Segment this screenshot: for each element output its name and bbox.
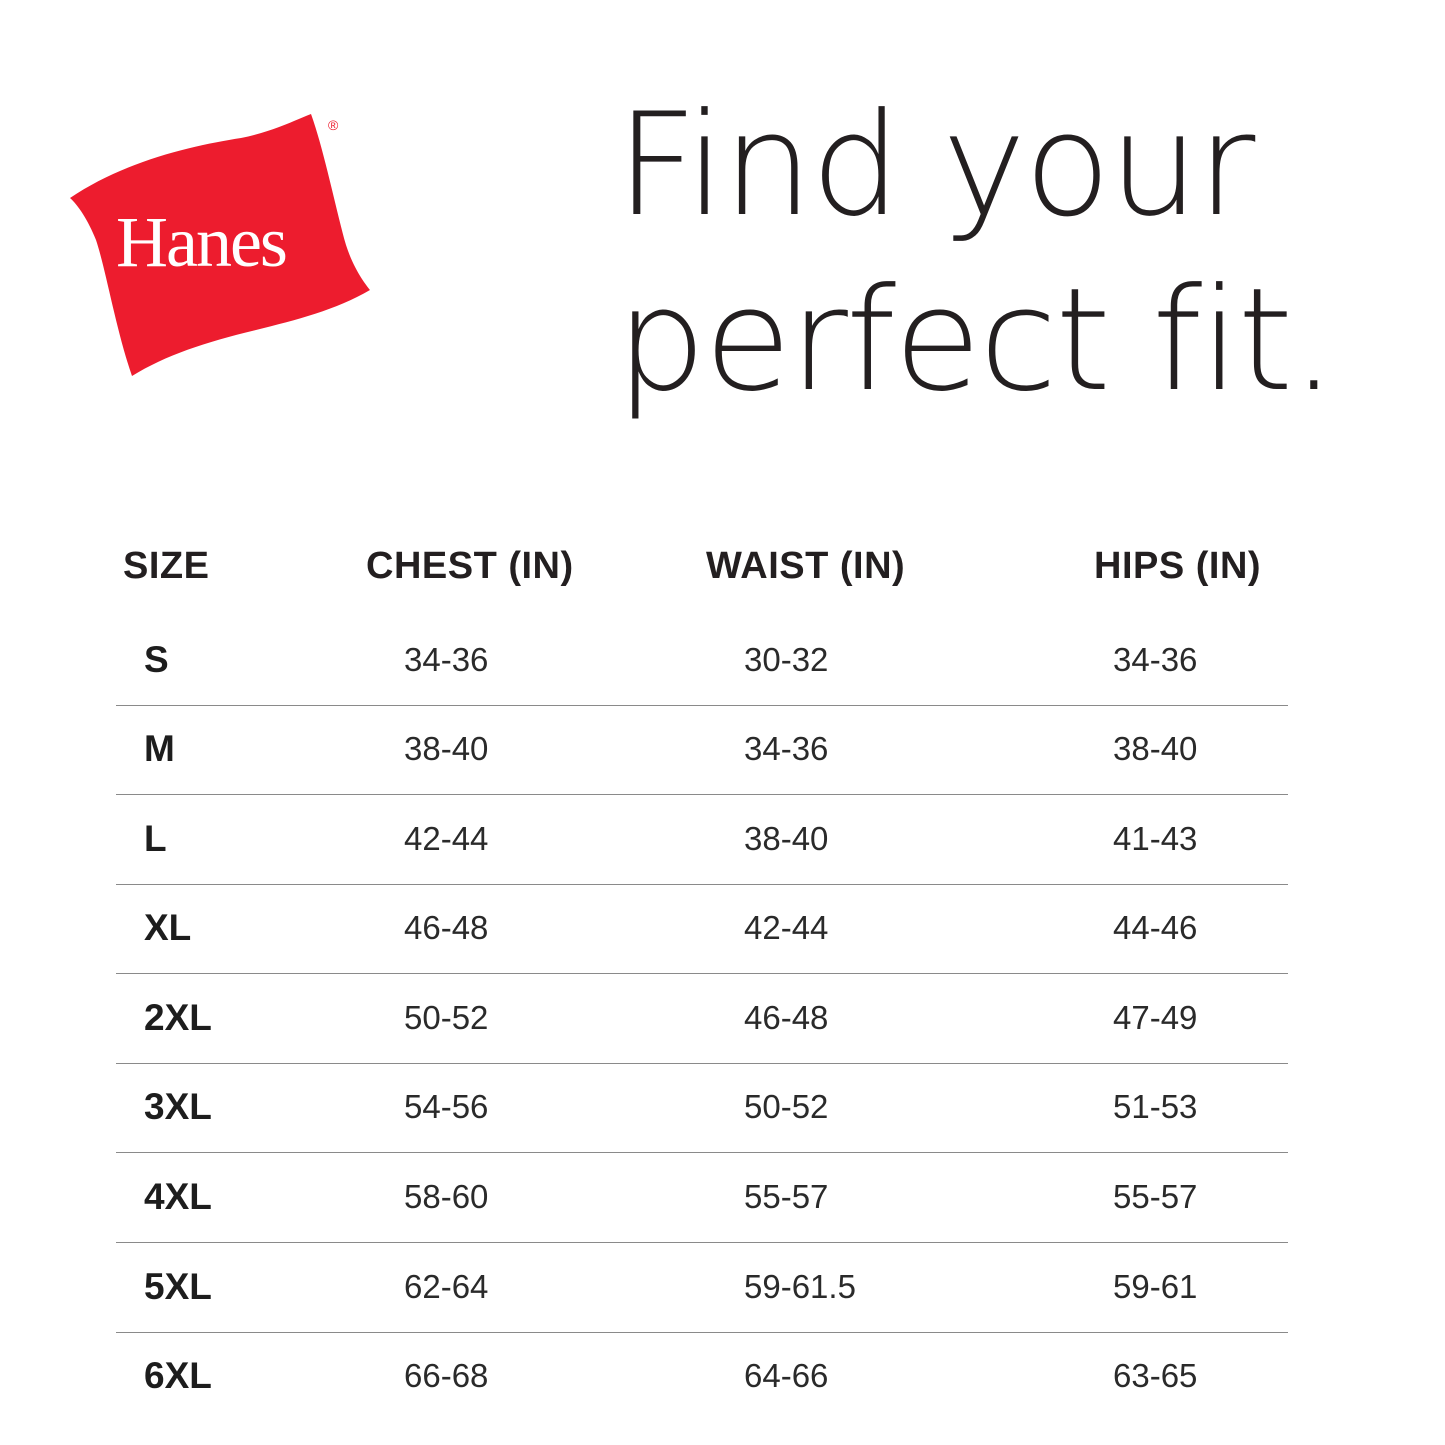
row-divider	[116, 1151, 1288, 1153]
table-row: S 34-36 30-32 34-36	[116, 617, 1288, 706]
header-hips: HIPS (IN)	[1094, 545, 1262, 587]
cell-hips: 59-61	[1113, 1268, 1198, 1305]
cell-waist: 59-61.5	[744, 1268, 856, 1305]
header-waist: WAIST (IN)	[706, 545, 906, 587]
cell-chest: 38-40	[404, 730, 489, 767]
cell-size: 5XL	[144, 1266, 212, 1307]
header-size: SIZE	[123, 545, 210, 587]
cell-size: M	[144, 728, 175, 769]
cell-chest: 62-64	[404, 1268, 489, 1305]
headline-line-1: Find your	[616, 83, 1255, 248]
cell-chest: 42-44	[404, 820, 489, 857]
cell-size: XL	[144, 907, 192, 948]
cell-hips: 41-43	[1113, 820, 1198, 857]
header-chest: CHEST (IN)	[366, 545, 574, 587]
hanes-logo: Hanes ®	[70, 114, 370, 376]
row-divider	[116, 1331, 1288, 1333]
cell-waist: 30-32	[744, 641, 829, 678]
cell-waist: 64-66	[744, 1357, 829, 1394]
row-divider	[116, 883, 1288, 885]
cell-size: 3XL	[144, 1086, 212, 1127]
registered-mark: ®	[328, 117, 339, 133]
cell-waist: 46-48	[744, 999, 829, 1036]
cell-waist: 50-52	[744, 1088, 829, 1125]
row-divider	[116, 793, 1288, 795]
row-divider	[116, 1241, 1288, 1243]
cell-hips: 63-65	[1113, 1357, 1198, 1394]
cell-size: 4XL	[144, 1176, 212, 1217]
cell-waist: 55-57	[744, 1178, 829, 1215]
cell-hips: 38-40	[1113, 730, 1198, 767]
table-row: XL 46-48 42-44 44-46	[116, 885, 1288, 974]
table-row: 5XL 62-64 59-61.5 59-61	[116, 1244, 1288, 1333]
cell-chest: 58-60	[404, 1178, 489, 1215]
cell-hips: 34-36	[1113, 641, 1198, 678]
table-row: 3XL 54-56 50-52 51-53	[116, 1064, 1288, 1153]
logo-wordmark: Hanes	[116, 202, 286, 282]
cell-size: 2XL	[144, 997, 212, 1038]
cell-hips: 55-57	[1113, 1178, 1198, 1215]
cell-hips: 51-53	[1113, 1088, 1198, 1125]
table-row: 6XL 66-68 64-66 63-65	[116, 1333, 1288, 1422]
cell-chest: 50-52	[404, 999, 489, 1036]
cell-waist: 38-40	[744, 820, 829, 857]
row-divider	[116, 704, 1288, 706]
cell-size: L	[144, 818, 167, 859]
cell-size: 6XL	[144, 1355, 212, 1396]
table-row: L 42-44 38-40 41-43	[116, 796, 1288, 885]
logo-flag	[70, 114, 370, 376]
cell-hips: 47-49	[1113, 999, 1198, 1036]
row-divider	[116, 972, 1288, 974]
cell-chest: 34-36	[404, 641, 489, 678]
cell-size: S	[144, 639, 169, 680]
row-divider	[116, 1062, 1288, 1064]
table-row: 4XL 58-60 55-57 55-57	[116, 1154, 1288, 1243]
cell-waist: 34-36	[744, 730, 829, 767]
table-row: 2XL 50-52 46-48 47-49	[116, 975, 1288, 1064]
cell-chest: 66-68	[404, 1357, 489, 1394]
table-row: M 38-40 34-36 38-40	[116, 706, 1288, 795]
cell-waist: 42-44	[744, 909, 829, 946]
cell-chest: 46-48	[404, 909, 489, 946]
cell-hips: 44-46	[1113, 909, 1198, 946]
cell-chest: 54-56	[404, 1088, 489, 1125]
headline-line-2: perfect fit.	[616, 258, 1336, 423]
